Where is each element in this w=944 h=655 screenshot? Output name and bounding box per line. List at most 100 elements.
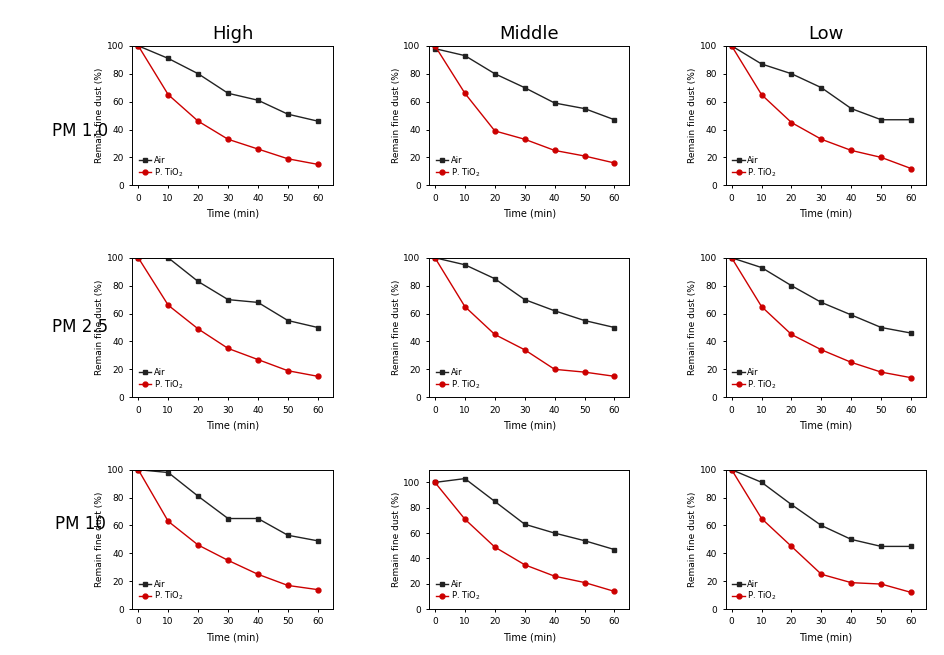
Y-axis label: Remain fine dust (%): Remain fine dust (%) [687,492,697,587]
P. TiO$_2$ [875,368,886,376]
Air [132,466,143,474]
Air [845,311,856,319]
P. TiO$_2$ [489,543,500,551]
P. TiO$_2$ [608,159,619,167]
Line: Air: Air [432,255,616,330]
Air [459,261,470,269]
P. TiO$_2$ [162,517,174,525]
Air [875,324,886,331]
Air [875,116,886,124]
Air [312,324,323,331]
P. TiO$_2$ [608,373,619,381]
Legend: Air, P. TiO$_2$: Air, P. TiO$_2$ [432,153,482,181]
Air [252,515,263,523]
P. TiO$_2$ [904,588,916,596]
Air [548,307,560,314]
Title: Middle: Middle [498,25,559,43]
Legend: Air, P. TiO$_2$: Air, P. TiO$_2$ [136,153,186,181]
Air [459,52,470,60]
P. TiO$_2$ [252,145,263,153]
Air [815,84,826,92]
P. TiO$_2$ [579,368,590,376]
P. TiO$_2$ [193,325,204,333]
P. TiO$_2$ [755,515,767,523]
X-axis label: Time (min): Time (min) [502,208,555,218]
Line: P. TiO$_2$: P. TiO$_2$ [729,467,913,595]
P. TiO$_2$ [725,42,736,50]
Air [132,42,143,50]
Air [548,529,560,537]
Air [608,546,619,553]
Air [282,531,294,539]
Air [725,42,736,50]
P. TiO$_2$ [579,578,590,586]
X-axis label: Time (min): Time (min) [799,420,851,430]
Air [162,54,174,62]
Air [193,493,204,500]
P. TiO$_2$ [904,164,916,172]
Text: PM 1.0: PM 1.0 [52,122,109,140]
Legend: Air, P. TiO$_2$: Air, P. TiO$_2$ [136,577,186,605]
Legend: Air, P. TiO$_2$: Air, P. TiO$_2$ [729,153,779,181]
P. TiO$_2$ [459,303,470,310]
Air [132,254,143,262]
P. TiO$_2$ [548,365,560,373]
P. TiO$_2$ [252,356,263,364]
Legend: Air, P. TiO$_2$: Air, P. TiO$_2$ [729,365,779,393]
Air [904,542,916,550]
P. TiO$_2$ [785,542,797,550]
P. TiO$_2$ [193,541,204,549]
Air [845,536,856,544]
Y-axis label: Remain fine dust (%): Remain fine dust (%) [391,492,400,587]
Y-axis label: Remain fine dust (%): Remain fine dust (%) [94,492,104,587]
Air [222,295,233,303]
P. TiO$_2$ [845,579,856,587]
Air [785,500,797,508]
P. TiO$_2$ [815,346,826,354]
Air [193,70,204,78]
Air [489,274,500,282]
Air [755,263,767,271]
P. TiO$_2$ [489,331,500,339]
P. TiO$_2$ [132,42,143,50]
P. TiO$_2$ [459,89,470,97]
Air [548,99,560,107]
Air [162,254,174,262]
Legend: Air, P. TiO$_2$: Air, P. TiO$_2$ [432,365,482,393]
P. TiO$_2$ [548,147,560,155]
Text: PM 10: PM 10 [55,515,106,533]
Air [518,295,530,303]
Air [518,520,530,528]
P. TiO$_2$ [755,91,767,99]
P. TiO$_2$ [312,160,323,168]
Air [429,478,440,486]
Air [282,110,294,118]
Line: Air: Air [136,43,320,124]
Air [608,116,619,124]
Line: Air: Air [729,43,913,122]
Air [785,70,797,78]
P. TiO$_2$ [282,155,294,162]
Air [312,117,323,125]
Y-axis label: Remain fine dust (%): Remain fine dust (%) [391,280,400,375]
Line: Air: Air [136,467,320,543]
Air [252,299,263,307]
P. TiO$_2$ [222,345,233,352]
Legend: Air, P. TiO$_2$: Air, P. TiO$_2$ [432,577,482,605]
P. TiO$_2$ [579,152,590,160]
Air [222,515,233,523]
P. TiO$_2$ [518,561,530,569]
P. TiO$_2$ [459,515,470,523]
Text: PM 2.5: PM 2.5 [52,318,109,337]
P. TiO$_2$ [193,117,204,125]
P. TiO$_2$ [608,588,619,595]
P. TiO$_2$ [875,580,886,588]
Air [845,105,856,113]
Air [725,254,736,262]
P. TiO$_2$ [132,254,143,262]
Line: P. TiO$_2$: P. TiO$_2$ [432,480,616,594]
X-axis label: Time (min): Time (min) [502,632,555,642]
P. TiO$_2$ [222,136,233,143]
Line: Air: Air [729,255,913,335]
P. TiO$_2$ [282,367,294,375]
